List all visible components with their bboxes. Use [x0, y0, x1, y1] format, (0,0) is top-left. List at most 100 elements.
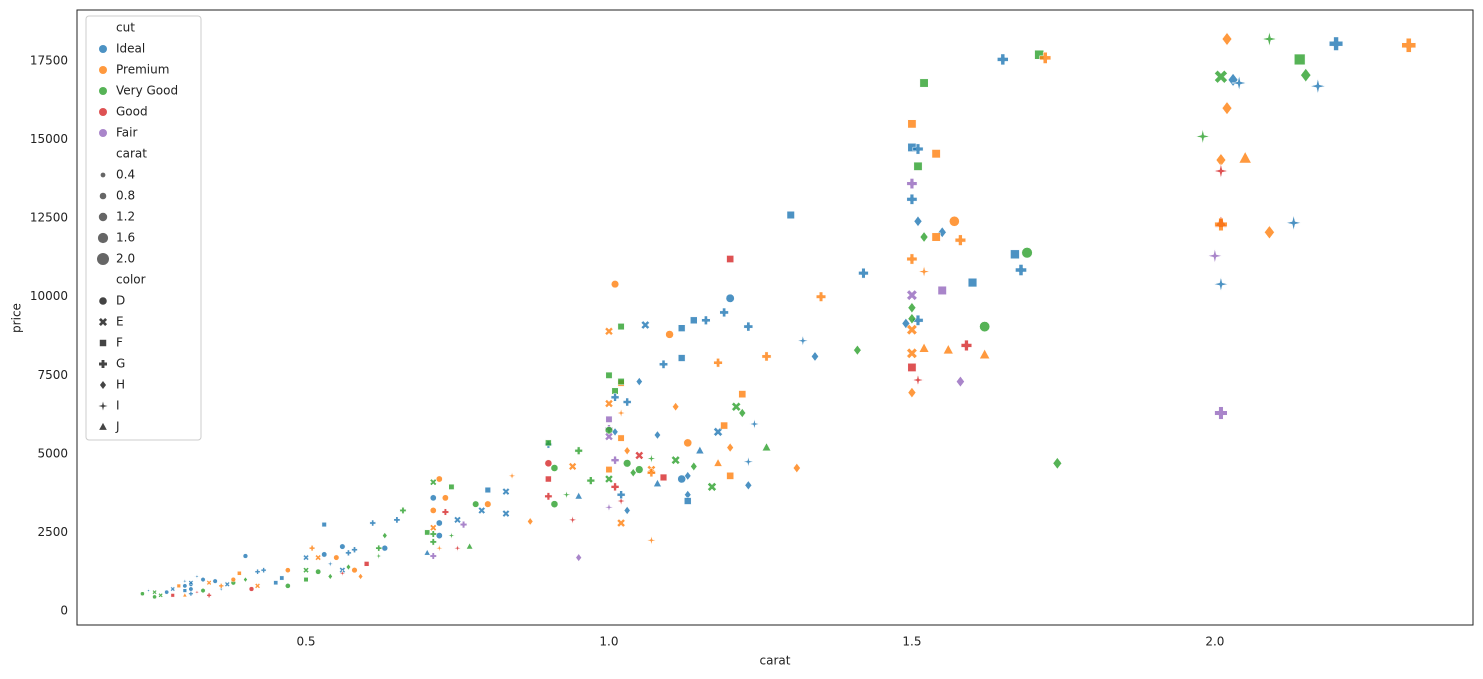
point — [690, 316, 698, 324]
point — [544, 459, 553, 468]
point — [647, 468, 656, 478]
point — [906, 253, 918, 265]
point — [743, 321, 754, 332]
point — [942, 344, 954, 355]
point — [200, 588, 206, 594]
point — [176, 583, 181, 588]
legend-marker — [99, 129, 107, 137]
point — [701, 315, 711, 325]
point — [617, 434, 625, 442]
point — [749, 418, 760, 430]
point — [182, 592, 188, 598]
point — [617, 323, 625, 331]
point — [695, 445, 705, 455]
point — [188, 586, 194, 592]
legend-marker — [99, 297, 107, 305]
point — [713, 427, 723, 437]
point — [484, 500, 492, 508]
point — [635, 377, 643, 387]
point — [326, 560, 334, 568]
legend-marker — [97, 232, 109, 244]
point — [550, 500, 559, 508]
point — [665, 330, 674, 339]
point — [761, 351, 772, 362]
y-tick-label: 17500 — [30, 54, 68, 68]
point — [622, 397, 632, 407]
point — [260, 567, 267, 573]
point — [907, 363, 917, 372]
point — [333, 554, 340, 561]
point — [575, 553, 582, 562]
point — [273, 580, 279, 586]
point — [429, 524, 437, 532]
point — [224, 581, 231, 588]
point — [623, 459, 632, 468]
point — [429, 538, 437, 546]
point — [303, 577, 309, 583]
point — [713, 358, 723, 368]
legend-marker — [99, 66, 107, 74]
point — [200, 577, 206, 583]
point — [206, 579, 212, 586]
point — [690, 461, 698, 472]
point — [339, 569, 346, 577]
legend-label: 2.0 — [116, 252, 135, 266]
point — [254, 582, 261, 589]
point — [797, 335, 809, 347]
legend-marker — [99, 339, 107, 347]
point — [339, 543, 346, 550]
point — [1213, 276, 1229, 292]
point — [459, 520, 468, 529]
point — [465, 542, 474, 550]
point — [761, 442, 772, 452]
x-tick-label: 1.0 — [599, 635, 618, 649]
legend-marker — [99, 45, 107, 53]
point — [653, 478, 662, 487]
point — [447, 531, 456, 540]
point — [194, 573, 200, 580]
point — [562, 490, 571, 500]
point — [285, 583, 291, 589]
point — [145, 588, 151, 594]
legend-label: Premium — [116, 63, 169, 77]
point — [786, 211, 795, 220]
point — [429, 478, 437, 486]
legend-marker — [99, 360, 107, 368]
point — [1221, 101, 1233, 115]
point — [816, 291, 827, 302]
point — [237, 571, 242, 576]
point — [242, 553, 249, 559]
y-tick-label: 2500 — [37, 525, 68, 539]
point — [623, 446, 631, 456]
point — [194, 589, 200, 595]
point — [792, 462, 801, 474]
point — [949, 216, 960, 227]
point — [182, 588, 187, 593]
point — [345, 549, 352, 557]
legend-label: G — [116, 357, 125, 371]
point — [853, 344, 862, 356]
legend-frame — [85, 15, 202, 441]
point — [653, 430, 661, 440]
point — [646, 535, 657, 546]
point — [629, 468, 637, 478]
point — [604, 432, 614, 441]
point — [683, 438, 693, 448]
point — [502, 487, 510, 496]
point — [1207, 248, 1223, 264]
point — [182, 578, 188, 584]
point — [309, 545, 316, 552]
x-axis-label: carat — [760, 654, 791, 668]
point — [206, 592, 212, 598]
point — [617, 378, 625, 386]
point — [610, 482, 620, 492]
point — [152, 594, 157, 600]
point — [158, 592, 164, 598]
point — [1221, 32, 1233, 46]
legend-label: Good — [116, 105, 148, 119]
legend-title: color — [116, 273, 146, 287]
point — [140, 591, 145, 596]
legend-label: E — [116, 315, 124, 329]
y-tick-label: 15000 — [30, 132, 68, 146]
point — [907, 313, 917, 325]
